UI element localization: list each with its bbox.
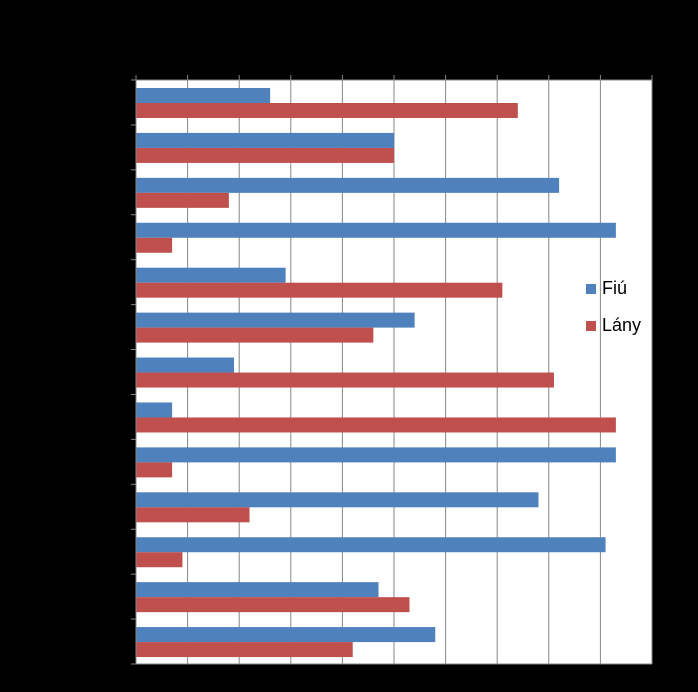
bar-series2-category-8: [136, 417, 616, 433]
bar-series2-category-13: [136, 642, 353, 658]
bar-series1-category-5: [136, 267, 286, 283]
legend: Fiú Lány: [586, 270, 641, 344]
bar-series1-category-8: [136, 402, 173, 418]
bar-series2-category-9: [136, 462, 173, 478]
bar-series1-category-11: [136, 537, 606, 553]
gridlines: [187, 80, 653, 664]
bar-series1-category-9: [136, 447, 616, 463]
bars: [136, 88, 616, 658]
bar-series2-category-4: [136, 237, 173, 253]
bar-series2-category-10: [136, 507, 250, 523]
bar-series1-category-2: [136, 132, 394, 148]
bar-series2-category-5: [136, 282, 503, 298]
bar-series2-category-12: [136, 597, 410, 613]
bar-series1-category-13: [136, 627, 436, 643]
bar-series1-category-1: [136, 88, 271, 103]
bar-series1-category-3: [136, 177, 560, 193]
bar-series1-category-12: [136, 582, 379, 598]
bar-series1-category-6: [136, 312, 415, 328]
bar-series1-category-10: [136, 492, 539, 508]
bar-series1-category-4: [136, 222, 616, 238]
legend-label-lany: Lány: [602, 315, 642, 335]
bar-series2-category-2: [136, 147, 394, 163]
bar-series2-category-1: [136, 103, 518, 118]
bar-series2-category-3: [136, 192, 229, 208]
bar-series2-category-11: [136, 552, 183, 568]
axes: [131, 75, 653, 665]
legend-item-lany: Lány: [586, 307, 641, 344]
legend-swatch-lany: [586, 320, 596, 331]
legend-swatch-fiu: [586, 283, 596, 294]
legend-label-fiu: Fiú: [602, 278, 628, 298]
bar-series2-category-7: [136, 372, 554, 388]
bar-series2-category-6: [136, 327, 374, 343]
legend-item-fiu: Fiú: [586, 270, 641, 307]
bar-series1-category-7: [136, 357, 235, 373]
